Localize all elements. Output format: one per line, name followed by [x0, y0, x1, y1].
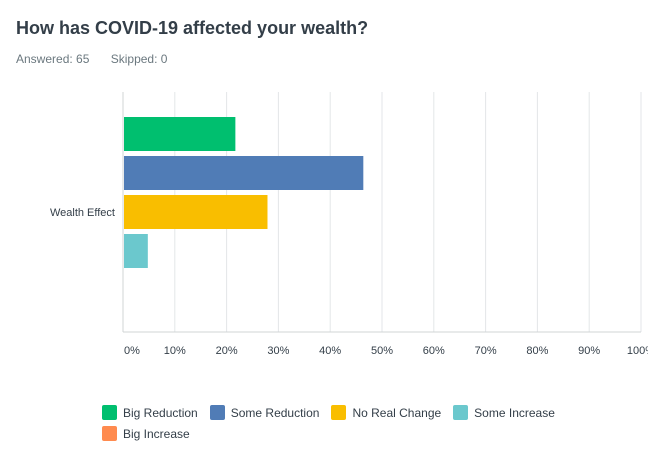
- bar-no-real-change: [124, 195, 268, 229]
- bar-some-increase: [124, 234, 148, 268]
- x-tick-label: 100%: [627, 345, 648, 357]
- bar-some-reduction: [124, 156, 364, 190]
- x-tick-label: 60%: [423, 345, 445, 357]
- legend-label: Big Reduction: [123, 405, 198, 420]
- legend-swatch: [453, 405, 469, 420]
- x-tick-label: 20%: [216, 345, 238, 357]
- x-tick-label: 10%: [164, 345, 186, 357]
- legend-label: Big Increase: [123, 426, 190, 441]
- x-tick-label: 0%: [124, 345, 140, 357]
- x-tick-label: 40%: [319, 345, 341, 357]
- skipped-count: Skipped: 0: [110, 52, 168, 66]
- legend-item: Big Reduction: [102, 404, 198, 421]
- legend-item: No Real Change: [331, 404, 441, 421]
- legend-label: Some Increase: [474, 405, 555, 420]
- legend-swatch: [102, 426, 117, 441]
- legend-item: Big Increase: [102, 425, 190, 442]
- x-tick-label: 30%: [267, 345, 289, 357]
- question-title: How has COVID-19 affected your wealth?: [16, 18, 369, 38]
- legend-swatch: [102, 405, 117, 420]
- legend-swatch: [331, 405, 347, 420]
- bar-chart: 0% 10% 20% 30% 40% 50% 60% 70% 80% 90% 100% Wealth …: [50, 92, 648, 357]
- legend-item: Some Increase: [453, 404, 555, 421]
- bar-big-reduction: [124, 117, 236, 151]
- legend-item: Some Reduction: [209, 404, 320, 421]
- category-label: Wealth Effect: [50, 207, 115, 219]
- x-tick-label: 70%: [475, 345, 497, 357]
- x-tick-label: 50%: [371, 345, 393, 357]
- x-tick-label: 80%: [526, 345, 548, 357]
- x-tick-label: 90%: [578, 345, 600, 357]
- answered-count: Answered: 65: [16, 52, 90, 66]
- response-stats: Answered: 65 Skipped: 0: [16, 52, 185, 66]
- legend-label: No Real Change: [352, 405, 442, 420]
- chart-legend: Big Reduction Some Reduction No Real Chang…: [102, 404, 602, 446]
- legend-swatch: [209, 405, 225, 420]
- legend-label: Some Reduction: [230, 405, 320, 420]
